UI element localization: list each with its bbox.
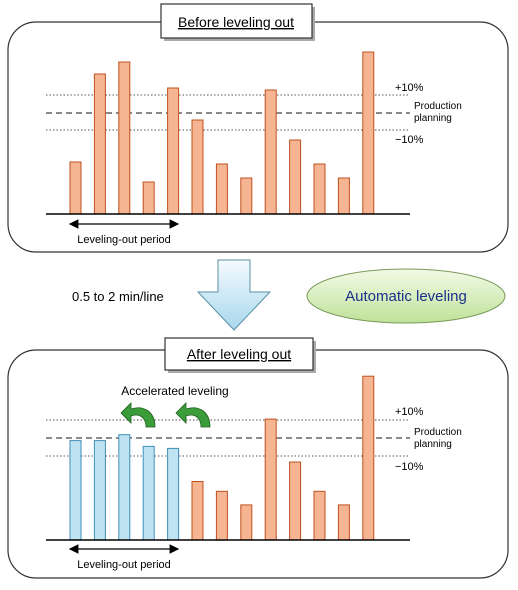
- after-panel-frame: [7, 349, 509, 579]
- accelerated-leveling-label: Accelerated leveling: [121, 384, 228, 398]
- after-bar-8: [240, 504, 253, 541]
- before-plus-label: +10%: [395, 82, 424, 94]
- after-bar-12: [337, 504, 350, 541]
- after-bar-10: [289, 461, 302, 541]
- before-bar-4: [142, 181, 155, 215]
- after-bar-1: [69, 440, 82, 541]
- accel-arrow-icon-1: [120, 402, 156, 428]
- before-period-label: Leveling-out period: [77, 234, 171, 246]
- before-panel-frame: [7, 21, 509, 253]
- before-bar-1: [69, 161, 82, 215]
- after-plus-label: +10%: [395, 406, 424, 418]
- after-bar-4: [142, 445, 155, 541]
- big-down-arrow: [196, 259, 272, 331]
- after-bar-group: [69, 375, 375, 541]
- before-panel: Before leveling out +10% Production plan…: [7, 3, 509, 253]
- after-period-label: Leveling-out period: [77, 559, 171, 571]
- after-bar-11: [313, 490, 326, 541]
- before-bar-11: [313, 163, 326, 215]
- before-bar-5: [167, 87, 180, 215]
- before-bar-12: [337, 177, 350, 215]
- after-bar-9: [264, 418, 277, 541]
- after-planning-label-2: planning: [414, 439, 452, 450]
- before-bar-13: [362, 51, 375, 215]
- before-bar-7: [215, 163, 228, 215]
- badge-label: Automatic leveling: [345, 288, 467, 305]
- before-bar-10: [289, 139, 302, 215]
- before-bar-3: [118, 61, 131, 215]
- before-title-box: Before leveling out: [160, 3, 315, 41]
- after-minus-label: −10%: [395, 461, 424, 473]
- before-planning-label-1: Production: [414, 101, 462, 112]
- after-bar-5: [167, 447, 180, 541]
- duration-label: 0.5 to 2 min/line: [72, 289, 164, 304]
- after-bar-3: [118, 434, 131, 541]
- before-bar-6: [191, 119, 204, 215]
- after-bar-13: [362, 375, 375, 541]
- transition: 0.5 to 2 min/line Automatic leveling: [72, 259, 506, 331]
- before-bar-8: [240, 177, 253, 215]
- accel-arrow-icon-2: [175, 402, 211, 428]
- after-bar-6: [191, 481, 204, 541]
- after-planning-label-1: Production: [414, 427, 462, 438]
- after-panel: After leveling out Accelerated leveling …: [7, 337, 509, 579]
- before-bar-9: [264, 89, 277, 215]
- before-bar-2: [93, 73, 106, 215]
- before-title: Before leveling out: [178, 14, 294, 30]
- before-minus-label: −10%: [395, 134, 424, 146]
- before-planning-label-2: planning: [414, 113, 452, 124]
- after-bar-7: [215, 490, 228, 541]
- after-title-box: After leveling out: [164, 337, 316, 373]
- automatic-leveling-badge: Automatic leveling: [306, 268, 506, 324]
- after-bar-2: [93, 440, 106, 541]
- after-title: After leveling out: [187, 346, 291, 362]
